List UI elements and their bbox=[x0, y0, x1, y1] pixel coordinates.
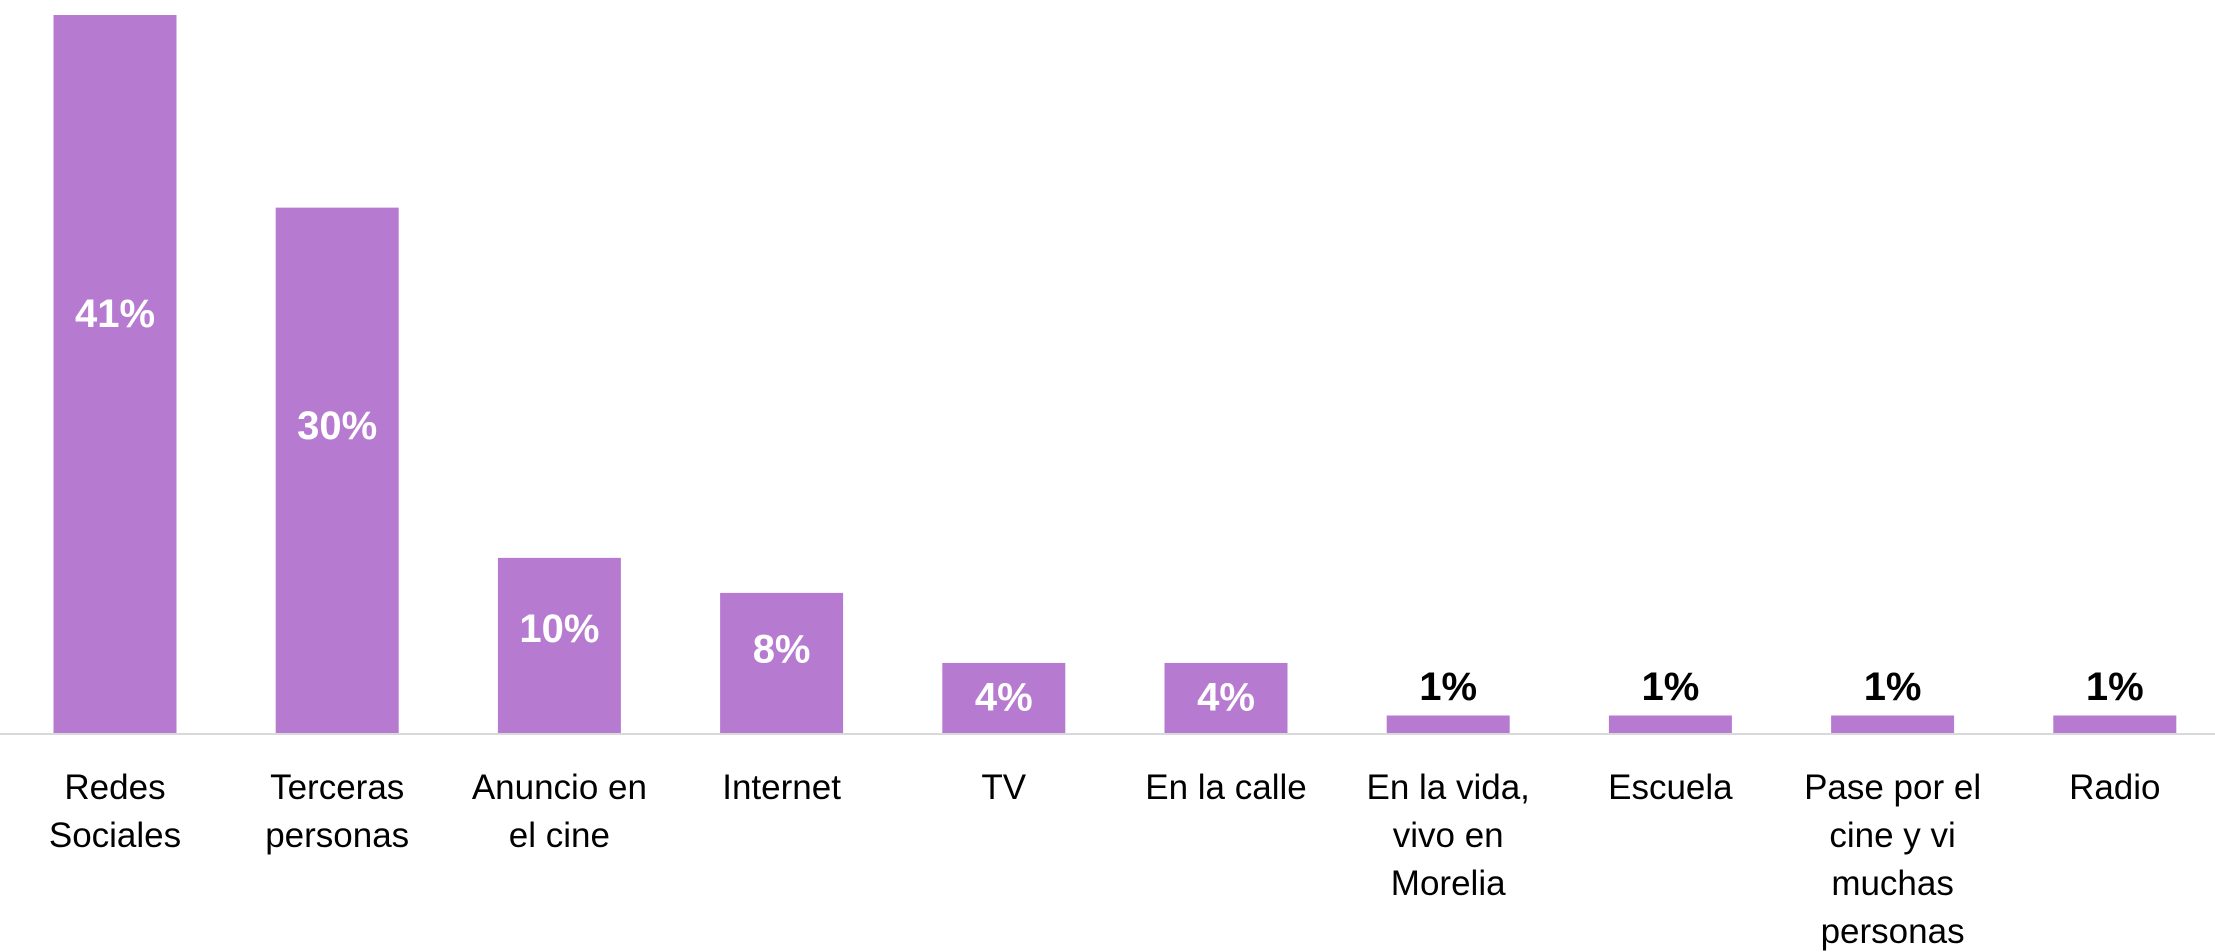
x-tick-label: En la calle bbox=[1145, 768, 1307, 807]
value-label: 1% bbox=[1864, 665, 1922, 709]
bar bbox=[720, 592, 844, 733]
x-tick-label: En la vida, vivo en Morelia bbox=[1366, 768, 1530, 903]
value-label: 1% bbox=[1419, 665, 1477, 709]
x-tick-label: Pase por el cine y vi muchas personas bbox=[1804, 768, 1982, 951]
x-tick-label: Terceras personas bbox=[265, 768, 410, 855]
value-label: 8% bbox=[753, 627, 811, 671]
x-tick-label: Redes Sociales bbox=[48, 768, 182, 855]
x-tick-label: TV bbox=[981, 768, 1027, 807]
value-label: 1% bbox=[2086, 665, 2144, 709]
value-label: 4% bbox=[1197, 676, 1255, 720]
x-tick-label: Anuncio en el cine bbox=[471, 768, 647, 855]
bar bbox=[1831, 715, 1955, 733]
value-label: 10% bbox=[519, 607, 599, 651]
x-tick-label: Radio bbox=[2069, 768, 2161, 807]
bar bbox=[53, 15, 177, 733]
x-tick-label: Escuela bbox=[1608, 768, 1733, 807]
bar bbox=[275, 207, 399, 733]
value-label: 1% bbox=[1641, 665, 1699, 709]
bar bbox=[1386, 715, 1510, 733]
bar bbox=[942, 662, 1066, 733]
x-tick-label: Internet bbox=[722, 768, 841, 807]
bar bbox=[1608, 715, 1732, 733]
bar bbox=[497, 557, 621, 733]
bar bbox=[1164, 662, 1288, 733]
value-label: 4% bbox=[975, 676, 1033, 720]
value-label: 41% bbox=[75, 292, 155, 336]
bar bbox=[2053, 715, 2177, 733]
value-label: 30% bbox=[297, 404, 377, 448]
